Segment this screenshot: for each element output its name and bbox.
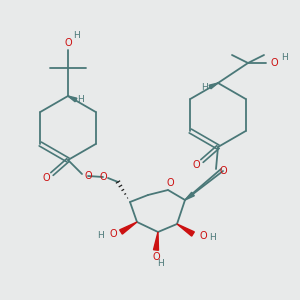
Text: O: O <box>166 178 174 188</box>
Text: O: O <box>99 172 107 182</box>
Text: O: O <box>219 166 227 176</box>
Polygon shape <box>120 222 137 234</box>
Polygon shape <box>177 224 194 236</box>
Text: O: O <box>152 252 160 262</box>
Text: O: O <box>84 171 92 181</box>
Text: H: H <box>98 232 104 241</box>
Text: O: O <box>199 231 207 241</box>
Text: O: O <box>64 38 72 48</box>
Text: H: H <box>73 32 80 40</box>
Text: O: O <box>270 58 278 68</box>
Text: H: H <box>210 233 216 242</box>
Text: H: H <box>78 95 84 104</box>
Text: O: O <box>109 229 117 239</box>
Text: H: H <box>202 82 208 91</box>
Text: O: O <box>42 173 50 183</box>
Text: H: H <box>157 260 164 268</box>
Text: H: H <box>280 52 287 62</box>
Polygon shape <box>185 192 194 200</box>
Polygon shape <box>68 96 77 102</box>
Polygon shape <box>154 232 158 250</box>
Text: O: O <box>192 160 200 170</box>
Polygon shape <box>209 83 218 89</box>
